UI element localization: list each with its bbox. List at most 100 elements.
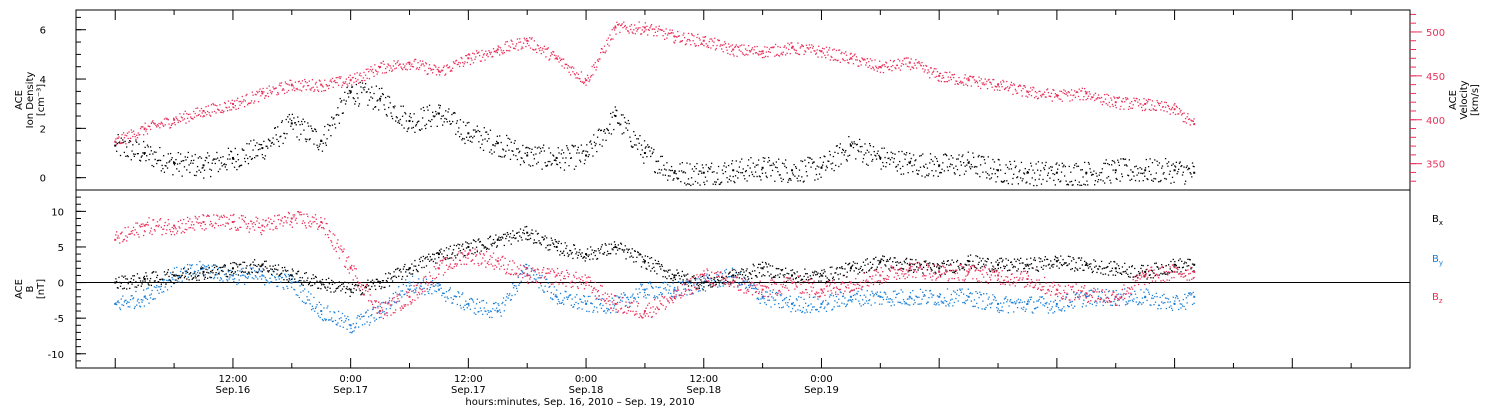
velocity-dot <box>542 47 544 50</box>
by-dot <box>1161 294 1164 297</box>
by-dot <box>1096 302 1098 304</box>
density-dot <box>777 170 779 173</box>
density-dot <box>393 107 395 109</box>
density-dot <box>771 169 774 172</box>
bx-point <box>1173 263 1176 266</box>
by-dot <box>1104 300 1106 302</box>
by-dot <box>956 289 959 292</box>
density-dot <box>1040 183 1043 185</box>
velocity-dot <box>552 50 554 53</box>
density-dot <box>129 139 131 142</box>
velocity-dot <box>415 68 418 70</box>
bx-dot <box>416 270 418 272</box>
by-dot <box>307 299 309 301</box>
bx-dot <box>123 287 126 289</box>
velocity-dot <box>876 70 878 72</box>
by-dot <box>1146 299 1148 302</box>
density-point <box>408 119 411 122</box>
velocity-dot <box>130 129 132 131</box>
density-dot <box>1141 168 1143 170</box>
density-dot <box>1103 162 1105 165</box>
density-dot <box>405 120 408 122</box>
density-dot <box>653 148 655 151</box>
by-dot <box>749 283 751 285</box>
velocity-dot <box>485 54 488 56</box>
density-dot <box>838 146 841 149</box>
velocity-point <box>349 79 352 82</box>
by-dot <box>263 284 266 286</box>
by-dot <box>408 288 410 291</box>
bx-dot <box>399 268 401 271</box>
velocity-dot <box>933 68 936 70</box>
velocity-dot <box>814 50 816 52</box>
density-dot <box>279 136 281 138</box>
by-point <box>290 281 293 284</box>
by-dot <box>1191 303 1194 306</box>
by-dot <box>925 289 927 292</box>
density-dot <box>614 106 616 108</box>
bx-dot <box>208 266 210 269</box>
velocity-dot <box>1137 101 1139 103</box>
legend-subscript: z <box>1439 297 1443 305</box>
velocity-dot <box>870 67 872 70</box>
density-dot <box>1094 184 1096 186</box>
velocity-dot <box>218 109 220 111</box>
density-dot <box>951 164 953 166</box>
by-dot <box>751 287 753 290</box>
by-dot <box>388 301 390 303</box>
by-dot <box>183 266 186 268</box>
velocity-dot <box>333 80 335 83</box>
velocity-dot <box>1034 90 1036 93</box>
by-dot <box>946 288 949 290</box>
velocity-dot <box>860 64 862 66</box>
density-dot <box>725 166 727 168</box>
by-dot <box>853 289 855 291</box>
density-dot <box>366 91 368 93</box>
density-dot <box>482 149 485 152</box>
by-dot <box>592 311 594 313</box>
density-dot <box>908 161 910 163</box>
bx-dot <box>378 285 381 287</box>
by-dot <box>1052 312 1054 314</box>
velocity-dot <box>1033 97 1036 99</box>
velocity-dot <box>430 69 432 71</box>
velocity-dot <box>845 54 848 56</box>
density-dot <box>819 157 821 159</box>
by-dot <box>1174 300 1176 302</box>
density-dot <box>126 155 129 157</box>
by-dot <box>599 304 601 306</box>
density-dot <box>1092 173 1094 176</box>
bx-dot <box>384 286 386 289</box>
bx-dot <box>225 273 227 275</box>
density-dot <box>779 174 781 176</box>
density-dot <box>546 165 548 167</box>
by-dot <box>515 285 517 287</box>
density-dot <box>716 172 718 174</box>
by-dot <box>435 284 437 286</box>
bx-dot <box>474 252 476 254</box>
velocity-dot <box>1171 106 1174 109</box>
density-dot <box>1169 170 1171 172</box>
velocity-dot <box>1083 95 1085 98</box>
bx-dot <box>337 285 340 288</box>
velocity-dot <box>522 47 524 49</box>
velocity-dot <box>238 100 240 103</box>
bx-dot <box>415 268 418 271</box>
velocity-dot <box>1109 106 1111 108</box>
by-dot <box>122 295 124 297</box>
density-dot <box>220 162 223 164</box>
density-dot <box>1012 177 1014 180</box>
by-dot <box>552 293 555 295</box>
velocity-dot <box>695 44 697 47</box>
density-dot <box>427 109 429 111</box>
by-dot <box>1124 304 1127 306</box>
density-dot <box>452 112 455 114</box>
by-dot <box>1181 303 1183 305</box>
density-dot <box>827 160 829 162</box>
by-dot <box>1119 297 1121 299</box>
density-dot <box>251 157 253 160</box>
by-dot <box>1026 300 1029 303</box>
density-dot <box>348 89 351 92</box>
velocity-dot <box>526 37 528 40</box>
velocity-dot <box>1150 109 1152 111</box>
